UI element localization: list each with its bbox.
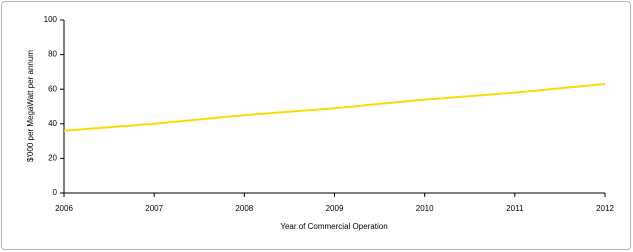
x-tick-label: 2012 (596, 204, 614, 213)
x-tick-label: 2006 (55, 204, 73, 213)
y-tick-label: 60 (48, 84, 57, 93)
y-tick-label: 0 (53, 188, 58, 197)
x-tick-label: 2010 (416, 204, 434, 213)
y-axis-label: $'000 per MegaWatt per annum (26, 50, 35, 162)
y-tick-label: 100 (44, 15, 58, 24)
x-tick-label: 2007 (145, 204, 163, 213)
x-tick-label: 2011 (506, 204, 524, 213)
x-tick-label: 2009 (326, 204, 344, 213)
y-tick-label: 20 (48, 154, 57, 163)
data-line (63, 83, 606, 132)
x-tick-label: 2008 (235, 204, 253, 213)
y-tick-label: 80 (48, 50, 57, 59)
x-axis-label: Year of Commercial Operation (280, 222, 387, 231)
y-tick-label: 40 (48, 119, 57, 128)
